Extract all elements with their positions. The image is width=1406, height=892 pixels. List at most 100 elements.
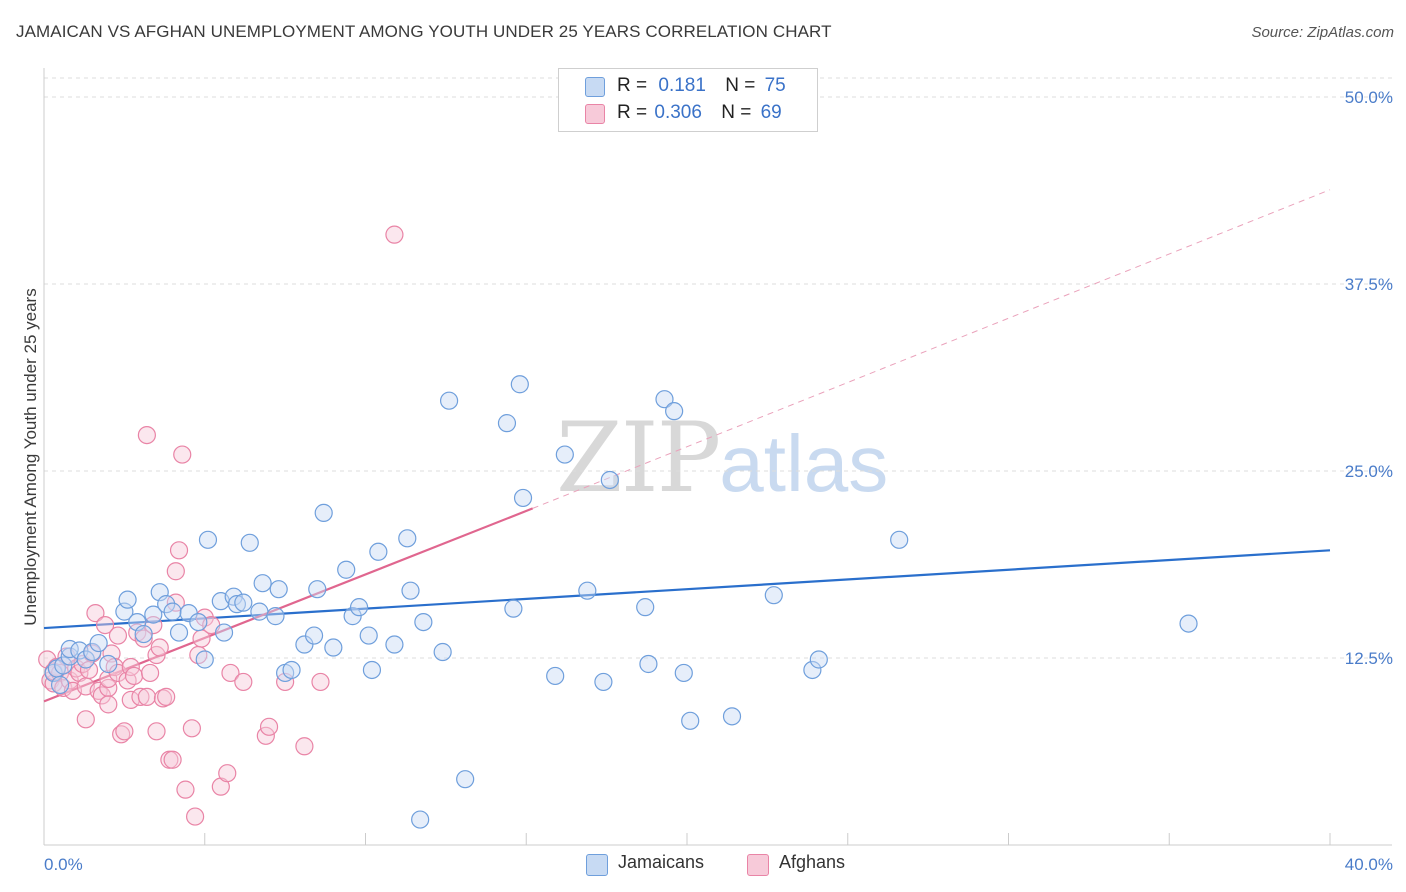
- jamaicans-point: [513, 488, 533, 508]
- jamaicans-point: [594, 672, 613, 692]
- jamaicans-point: [324, 638, 343, 657]
- afghans-point: [173, 445, 192, 464]
- jamaicans-point: [214, 623, 234, 642]
- afghans-point: [186, 807, 205, 826]
- y-axis-label: Unemployment Among Youth under 25 years: [21, 288, 40, 625]
- legend-n-value: 75: [764, 75, 786, 96]
- jamaicans-point: [655, 390, 674, 409]
- jamaicans-point: [227, 595, 246, 614]
- legend-n-value: 69: [760, 102, 782, 123]
- jamaicans-point: [89, 633, 108, 653]
- legend-n-label: N =: [725, 75, 756, 96]
- jamaicans-point: [665, 402, 684, 421]
- jamaicans-point: [144, 605, 163, 624]
- x-tick-label: 0.0%: [44, 855, 83, 874]
- jamaicans-point: [343, 607, 362, 626]
- afghans-point: [140, 663, 160, 683]
- jamaicans-point: [169, 623, 189, 642]
- jamaicans-point: [163, 602, 182, 621]
- legend-swatch-afghans: [585, 104, 605, 124]
- afghans-point: [295, 737, 314, 756]
- correlation-legend: R = 0.181 N = 75 R = 0.306 N = 69: [558, 68, 818, 132]
- watermark-zip: ZIP: [556, 402, 721, 514]
- jamaicans-point: [359, 626, 378, 645]
- jamaicans-point: [60, 639, 79, 659]
- afghans-point: [76, 710, 95, 729]
- legend-r-value: 0.306: [654, 102, 702, 123]
- grid-lines: [44, 77, 1392, 659]
- jamaicans-point: [497, 414, 517, 433]
- jamaicans-point: [266, 607, 285, 626]
- legend-swatch-jamaicans: [585, 77, 605, 97]
- afghans-point: [259, 717, 279, 736]
- jamaicans-point: [636, 598, 655, 617]
- jamaicans-point: [369, 542, 388, 561]
- jamaicans-point: [337, 560, 356, 579]
- y-tick-label: 50.0%: [1345, 88, 1393, 107]
- jamaicans-point: [600, 470, 619, 490]
- jamaicans-point: [398, 529, 417, 548]
- jamaicans-point: [433, 642, 452, 662]
- jamaicans-point: [282, 660, 301, 680]
- jamaicans-points: [44, 375, 1198, 829]
- bottom-legend-label: Jamaicans: [618, 852, 705, 872]
- jamaicans-point: [456, 770, 475, 789]
- jamaicans-point: [250, 602, 269, 621]
- jamaicans-point: [198, 530, 218, 549]
- afghans-point: [221, 663, 240, 683]
- jamaicans-point: [385, 635, 404, 654]
- jamaicans-point: [234, 593, 253, 612]
- jamaicans-point: [890, 530, 909, 549]
- jamaicans-point: [76, 650, 95, 669]
- afghans-point: [115, 722, 134, 741]
- x-tick-label: 40.0%: [1345, 855, 1393, 874]
- jamaicans-point: [414, 612, 433, 632]
- jamaicans-point: [362, 660, 382, 680]
- jamaicans-point: [99, 654, 118, 674]
- afghans-point: [147, 722, 166, 741]
- legend-r-label: R =: [617, 102, 648, 123]
- jamaicans-point: [189, 612, 208, 632]
- axes: [43, 68, 1392, 846]
- jamaicans-point: [157, 595, 176, 614]
- jamaicans-point: [118, 590, 137, 609]
- watermark: ZIPatlas: [556, 402, 888, 514]
- jamaicans-point: [308, 580, 327, 599]
- jamaicans-point: [546, 666, 565, 686]
- afghans-points: [38, 225, 404, 826]
- legend-r-value: 0.181: [658, 75, 706, 96]
- jamaicans-point: [304, 626, 324, 645]
- jamaicans-point: [510, 375, 529, 394]
- jamaicans-trend-line: [43, 549, 1331, 630]
- afghans-trend-extension: [532, 189, 1331, 509]
- jamaicans-point: [83, 642, 102, 662]
- jamaicans-point: [803, 660, 822, 680]
- afghans-point: [124, 666, 144, 686]
- afghans-point: [137, 425, 156, 445]
- jamaicans-point: [269, 580, 288, 599]
- y-tick-label: 37.5%: [1345, 275, 1393, 294]
- afghans-point: [134, 629, 153, 648]
- afghans-point: [112, 725, 131, 744]
- afghans-point: [108, 626, 128, 645]
- afghans-point: [385, 225, 404, 244]
- legend-n-label: N =: [721, 102, 752, 123]
- jamaicans-point: [314, 503, 333, 522]
- jamaicans-point: [195, 650, 214, 669]
- jamaicans-point: [674, 663, 693, 683]
- jamaicans-point: [555, 445, 574, 464]
- jamaicans-point: [809, 650, 828, 669]
- afghans-point: [99, 695, 118, 714]
- legend-r-label: R =: [617, 75, 648, 96]
- jamaicans-point: [722, 707, 742, 726]
- afghans-point: [218, 764, 237, 783]
- jamaicans-point: [439, 391, 459, 410]
- trend-lines: [43, 189, 1331, 703]
- afghans-point: [163, 750, 182, 769]
- jamaicans-point: [401, 581, 420, 600]
- jamaicans-point: [411, 810, 430, 829]
- jamaicans-point: [54, 656, 73, 675]
- afghans-point: [311, 672, 330, 692]
- y-tick-label: 25.0%: [1345, 462, 1393, 481]
